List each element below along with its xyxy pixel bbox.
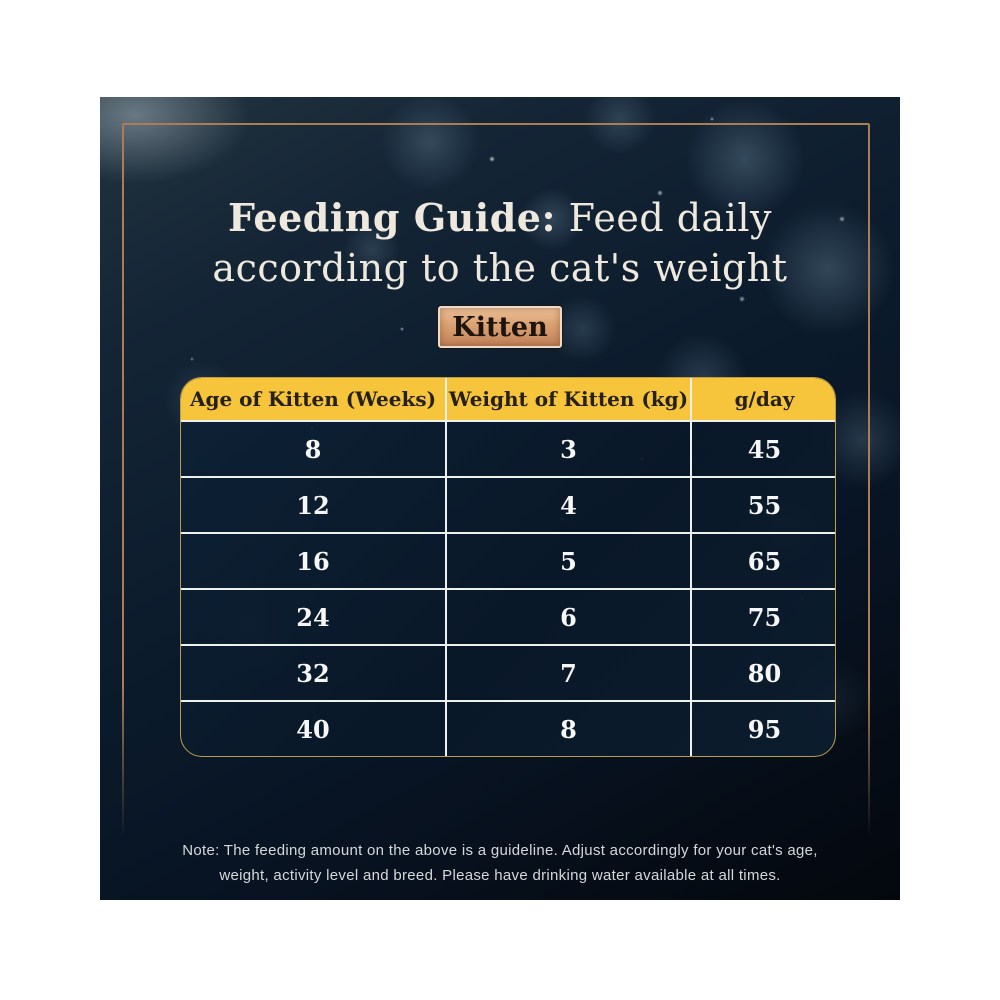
table-cell-gday: 80 — [692, 644, 835, 700]
table-cell-weight: 3 — [447, 420, 692, 476]
table-header-age: Age of Kitten (Weeks) — [181, 378, 447, 420]
table-cell-gday: 45 — [692, 420, 835, 476]
title-line2: according to the cat's weight — [212, 246, 788, 290]
table-cell-gday: 95 — [692, 700, 835, 756]
table-cell-age: 12 — [181, 476, 447, 532]
page-title: Feeding Guide: Feed daily according to t… — [100, 193, 900, 293]
table-cell-age: 16 — [181, 532, 447, 588]
footnote-line1: Note: The feeding amount on the above is… — [182, 842, 818, 859]
table-cell-age: 32 — [181, 644, 447, 700]
feeding-guide-panel: Feeding Guide: Feed daily according to t… — [100, 97, 900, 900]
table-cell-age: 24 — [181, 588, 447, 644]
table-cell-weight: 5 — [447, 532, 692, 588]
footnote-line2: weight, activity level and breed. Please… — [219, 867, 781, 884]
table-cell-weight: 6 — [447, 588, 692, 644]
table-cell-weight: 4 — [447, 476, 692, 532]
table-cell-weight: 7 — [447, 644, 692, 700]
table-cell-gday: 65 — [692, 532, 835, 588]
title-line1-rest: Feed daily — [555, 196, 772, 240]
table-cell-gday: 55 — [692, 476, 835, 532]
table-header-weight: Weight of Kitten (kg) — [447, 378, 692, 420]
table-cell-age: 40 — [181, 700, 447, 756]
kitten-badge-label: Kitten — [452, 311, 548, 343]
table-cell-weight: 8 — [447, 700, 692, 756]
title-bold-text: Feeding Guide: — [228, 195, 556, 240]
table-cell-age: 8 — [181, 420, 447, 476]
feeding-table: Age of Kitten (Weeks) Weight of Kitten (… — [180, 377, 836, 757]
table-cell-gday: 75 — [692, 588, 835, 644]
gold-frame-border — [122, 123, 870, 845]
kitten-badge: Kitten — [438, 306, 562, 348]
footnote: Note: The feeding amount on the above is… — [100, 838, 900, 888]
table-header-gday: g/day — [692, 378, 835, 420]
title-line1: Feeding Guide: Feed daily — [100, 193, 900, 243]
